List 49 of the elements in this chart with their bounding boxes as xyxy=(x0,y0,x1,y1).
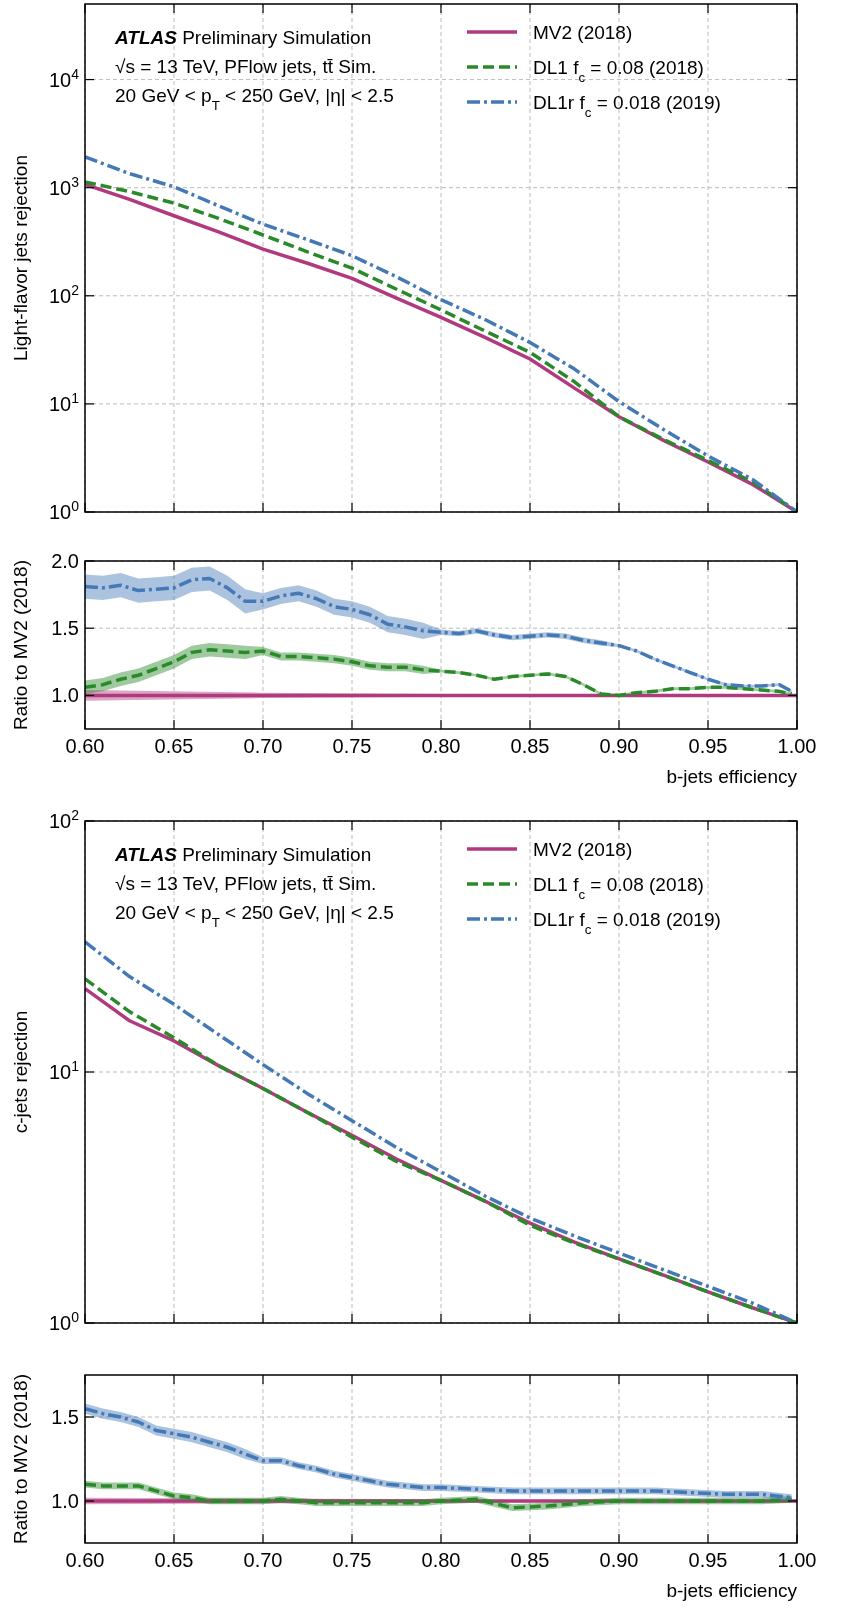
legend-label: DL1 f$_{c}$ = 0.08 (2018) xyxy=(533,874,704,902)
legend-label: MV2 (2018) xyxy=(533,839,633,860)
legend-label: DL1 f$_{c}$ = 0.08 (2018) xyxy=(533,57,704,85)
y-tick-label: 10$^{1}$ xyxy=(48,389,80,415)
y-axis-title: c-jets rejection xyxy=(10,1010,31,1134)
annotation: 20 GeV < p$_{T}$ < 250 GeV, |η| < 2.5 xyxy=(115,85,394,113)
x-tick-label: 1.00 xyxy=(777,1549,817,1571)
legend-label: MV2 (2018) xyxy=(533,22,633,43)
y-tick-label: 1.5 xyxy=(51,617,79,640)
x-tick-label: 0.90 xyxy=(599,1549,639,1571)
y-axis-title: Ratio to MV2 (2018) xyxy=(10,1373,31,1545)
x-tick-label: 0.80 xyxy=(421,735,461,757)
x-tick-label: 0.70 xyxy=(243,735,283,757)
y-tick-label: 10$^{0}$ xyxy=(48,498,80,523)
annotation: √s = 13 TeV, PFlow jets, tt̄ Sim. xyxy=(115,56,377,77)
y-tick-label: 1.5 xyxy=(51,1406,79,1428)
x-tick-label: 0.60 xyxy=(65,1549,105,1571)
x-tick-label: 0.95 xyxy=(688,1549,728,1571)
x-tick-label: 0.80 xyxy=(421,1549,461,1571)
x-tick-label: 0.90 xyxy=(599,735,639,757)
x-tick-label: 0.75 xyxy=(332,1549,372,1571)
annotation: √s = 13 TeV, PFlow jets, tt̄ Sim. xyxy=(115,873,377,894)
annotation: ATLAS Preliminary Simulation xyxy=(114,844,372,865)
annotation: ATLAS Preliminary Simulation xyxy=(114,27,372,48)
y-tick-label: 2.0 xyxy=(51,550,79,572)
legend-label: DL1r f$_{c}$ = 0.018 (2019) xyxy=(533,909,721,937)
y-axis-title: Light-flavor jets rejection xyxy=(10,155,31,361)
y-axis-title: Ratio to MV2 (2018) xyxy=(10,559,31,731)
x-tick-label: 0.85 xyxy=(510,735,550,757)
x-tick-label: 0.70 xyxy=(243,1549,283,1571)
x-tick-label: 0.60 xyxy=(65,735,105,757)
y-tick-label: 10$^{2}$ xyxy=(48,807,80,832)
x-axis-title: b-jets efficiency xyxy=(666,766,798,787)
y-tick-label: 10$^{2}$ xyxy=(48,281,80,307)
x-tick-label: 0.65 xyxy=(154,1549,194,1571)
y-tick-label: 10$^{4}$ xyxy=(48,65,80,91)
x-tick-label: 0.65 xyxy=(154,735,194,757)
x-tick-label: 0.75 xyxy=(332,735,372,757)
x-tick-label: 1.00 xyxy=(777,735,817,757)
y-tick-label: 10$^{3}$ xyxy=(48,173,80,199)
legend-label: DL1r f$_{c}$ = 0.018 (2019) xyxy=(533,92,721,120)
y-tick-label: 1.0 xyxy=(51,1490,79,1512)
y-tick-label: 1.0 xyxy=(51,684,79,707)
x-tick-label: 0.95 xyxy=(688,735,728,757)
x-axis-title: b-jets efficiency xyxy=(666,1580,798,1601)
y-tick-label: 10$^{1}$ xyxy=(48,1058,80,1083)
x-tick-label: 0.85 xyxy=(510,1549,550,1571)
y-tick-label: 10$^{0}$ xyxy=(48,1309,80,1334)
annotation: 20 GeV < p$_{T}$ < 250 GeV, |η| < 2.5 xyxy=(115,902,394,930)
